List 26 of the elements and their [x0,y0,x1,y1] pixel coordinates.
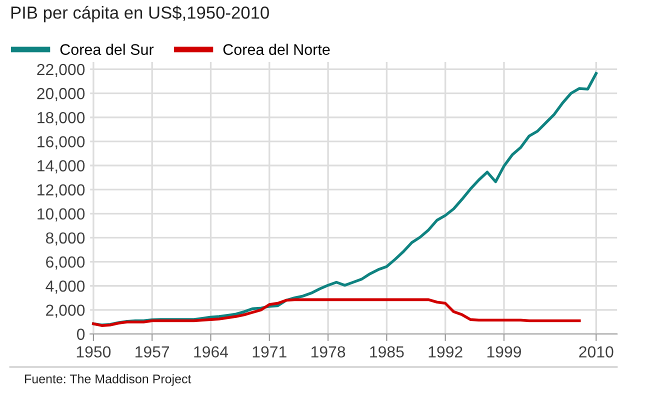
y-tick-label: 16,000 [38,136,85,150]
y-tick-label: 8,000 [46,232,85,246]
y-tick-label: 12,000 [38,184,85,198]
x-tick-label: 1950 [76,346,111,358]
chart-title: PIB per cápita en US$,1950-2010 [11,6,269,22]
y-tick-label: 6,000 [46,256,85,270]
y-tick-label: 22,000 [37,64,85,78]
y-tick-label: 14,000 [38,160,85,174]
y-tick-label: 10,000 [38,208,85,222]
y-tick-label: 4,000 [46,280,85,294]
source-note: Fuente: The Maddison Project [25,374,192,386]
y-tick-label: 18,000 [38,112,85,126]
y-tick-label: 0 [76,328,85,340]
x-tick-label: 1999 [487,346,521,358]
legend-label: Corea del Sur [60,44,154,55]
x-tick-label: 1992 [428,346,462,358]
legend-label: Corea del Norte [223,44,330,55]
y-tick-label: 20,000 [37,88,85,102]
x-tick-label: 1985 [370,346,404,358]
x-tick-label: 2010 [579,346,614,358]
x-tick-label: 1971 [252,346,286,358]
y-tick-label: 2,000 [46,304,85,318]
line-series [92,298,581,327]
x-tick-label: 1978 [311,346,346,358]
x-tick-label: 1964 [194,346,228,358]
x-tick-label: 1957 [136,346,170,358]
